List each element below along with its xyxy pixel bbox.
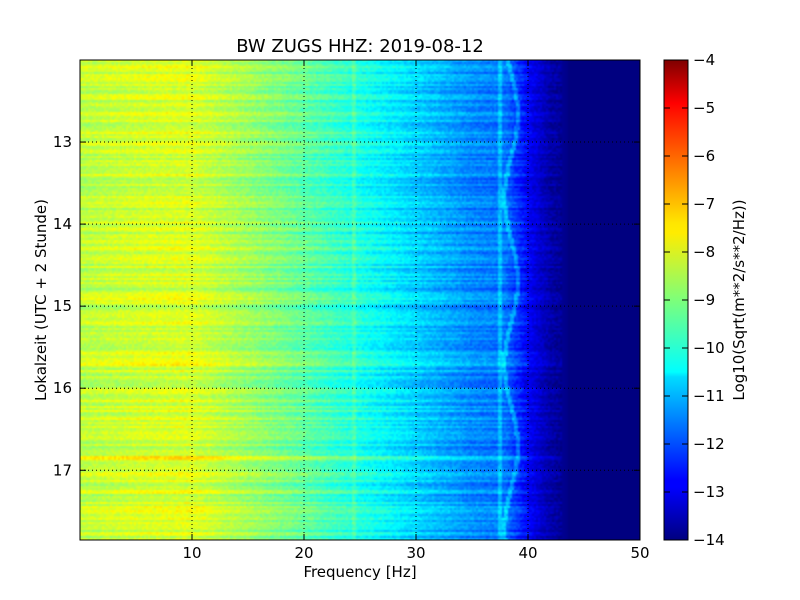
colorbar-tick-label: −11 — [693, 387, 725, 405]
grid-lines — [80, 60, 640, 540]
colorbar-ticks: −4 −5 −6 −7 −8 −9 −10 −11 −12 −13 −14 — [664, 51, 725, 549]
y-tick-label: 16 — [53, 379, 72, 397]
x-tick-label: 30 — [406, 544, 425, 562]
colorbar-tick-label: −9 — [693, 291, 715, 309]
y-tick-label: 17 — [53, 461, 72, 479]
plot-area — [80, 60, 640, 540]
colorbar: −4 −5 −6 −7 −8 −9 −10 −11 −12 −13 −14 Log10(Sqrt(m… — [663, 51, 748, 549]
y-axis: 13 14 15 16 17 — [53, 133, 640, 479]
colorbar-tick-label: −10 — [693, 339, 725, 357]
colorbar-tick-label: −5 — [693, 99, 715, 117]
x-tick-label: 50 — [630, 544, 649, 562]
colorbar-label: Log10(Sqrt(m**2/s**2/Hz)) — [730, 199, 748, 400]
colorbar-tick-label: −8 — [693, 243, 715, 261]
chart-title: BW ZUGS HHZ: 2019-08-12 — [236, 36, 484, 57]
x-tick-label: 20 — [294, 544, 313, 562]
colorbar-tick-label: −7 — [693, 195, 715, 213]
x-axis-label: Frequency [Hz] — [303, 563, 416, 581]
colorbar-tick-label: −12 — [693, 435, 725, 453]
y-axis-label: Lokalzeit (UTC + 2 Stunde) — [32, 199, 50, 401]
plot-frame — [79, 59, 641, 541]
spectrogram-heatmap — [80, 60, 640, 540]
y-tick-label: 13 — [53, 133, 72, 151]
colorbar-tick-label: −4 — [693, 51, 715, 69]
x-axis: 10 20 30 40 50 — [182, 60, 650, 562]
y-tick-label: 14 — [53, 215, 72, 233]
y-tick-label: 15 — [53, 297, 72, 315]
colorbar-tick-label: −13 — [693, 483, 725, 501]
x-tick-label: 40 — [518, 544, 537, 562]
x-tick-label: 10 — [182, 544, 201, 562]
colorbar-tick-label: −14 — [693, 531, 725, 549]
colorbar-tick-label: −6 — [693, 147, 715, 165]
